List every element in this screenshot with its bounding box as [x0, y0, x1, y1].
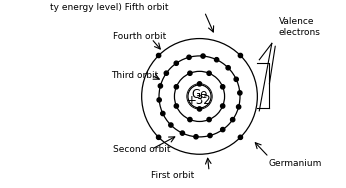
Circle shape	[156, 53, 161, 58]
Circle shape	[188, 71, 192, 75]
Circle shape	[158, 84, 163, 88]
Text: ty energy level) Fifth orbit: ty energy level) Fifth orbit	[50, 3, 169, 12]
Circle shape	[207, 71, 211, 75]
Text: Third orbit: Third orbit	[111, 71, 158, 80]
Text: First orbit: First orbit	[151, 171, 194, 180]
Text: Second orbit: Second orbit	[113, 145, 170, 154]
Text: +32: +32	[187, 94, 212, 107]
Circle shape	[197, 107, 202, 111]
Circle shape	[215, 58, 219, 62]
Circle shape	[161, 111, 165, 116]
Circle shape	[188, 85, 211, 108]
Circle shape	[169, 123, 173, 127]
Text: Germanium: Germanium	[269, 159, 322, 168]
Circle shape	[187, 55, 191, 59]
Circle shape	[234, 77, 238, 81]
Text: Fourth orbit: Fourth orbit	[113, 32, 166, 41]
Circle shape	[174, 104, 179, 108]
Circle shape	[221, 127, 225, 132]
Circle shape	[226, 66, 230, 70]
Text: Ge: Ge	[191, 87, 208, 101]
Circle shape	[220, 85, 225, 89]
Circle shape	[156, 135, 161, 139]
Circle shape	[201, 54, 205, 58]
Circle shape	[194, 135, 198, 139]
Circle shape	[174, 61, 179, 65]
Circle shape	[164, 71, 169, 75]
Circle shape	[157, 98, 161, 102]
Circle shape	[230, 118, 235, 122]
Circle shape	[220, 104, 225, 108]
Circle shape	[208, 133, 212, 138]
Circle shape	[197, 82, 202, 86]
Circle shape	[207, 118, 211, 122]
Circle shape	[238, 91, 242, 95]
Circle shape	[180, 131, 184, 135]
Circle shape	[188, 118, 192, 122]
Text: Valence
electrons: Valence electrons	[279, 17, 320, 37]
Circle shape	[238, 135, 243, 139]
Circle shape	[237, 105, 241, 109]
Circle shape	[238, 53, 243, 58]
Circle shape	[174, 85, 179, 89]
